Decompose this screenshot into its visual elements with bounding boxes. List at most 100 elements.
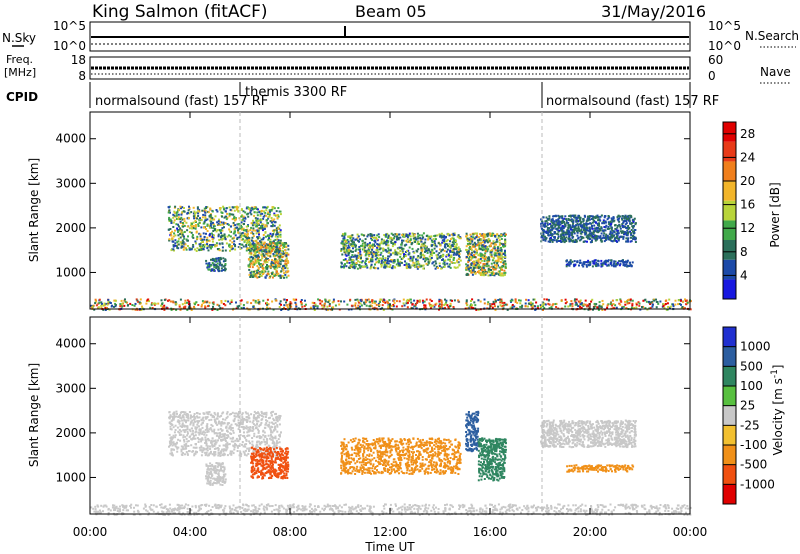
echo-cell [197,438,200,441]
echo-cell [272,206,275,209]
echo-cell [481,249,484,252]
echo-cell [251,245,254,247]
echo-cell [170,222,173,224]
echo-cell [278,257,281,260]
echo-cell [346,261,349,264]
echo-cell [258,233,260,236]
echo-cell [367,249,370,252]
echo-cell [272,308,275,311]
echo-cell [393,265,396,268]
cpid-strip: CPID normalsound (fast) 157 RF themis 33… [6,82,719,109]
echo-cell [195,301,198,304]
echo-cell [233,448,236,451]
echo-cell [209,217,212,220]
echo-cell [608,236,611,239]
echo-cell [313,302,316,305]
echo-cell [641,306,643,308]
echo-cell [604,229,607,232]
echo-cell [173,232,176,235]
echo-cell [600,259,603,262]
echo-cell [406,306,409,309]
echo-cell [417,240,420,243]
echo-cell [186,428,189,431]
echo-cell [188,231,191,233]
echo-cell [205,232,207,235]
echo-cell [242,304,245,306]
echo-cell [283,244,286,247]
echo-cell [238,243,241,245]
echo-cell [264,224,267,227]
echo-cell [393,235,396,238]
echo-cell [181,218,184,221]
echo-cell [275,243,278,246]
echo-cell [250,213,253,216]
echo-cell [102,304,105,307]
colorbar-segment [723,141,736,162]
echo-cell [324,298,327,301]
echo-cell [405,262,408,265]
echo-cell [589,230,592,233]
echo-cell [246,447,249,450]
echo-cell [593,306,595,309]
echo-cell [361,244,363,247]
echo-cell [210,244,213,246]
echo-cell [590,222,593,225]
echo-cell [607,221,610,224]
echo-cell [624,225,627,228]
echo-cell [121,302,124,305]
echo-cell [261,255,264,257]
echo-cell [423,300,426,303]
echo-cell [100,301,103,304]
echo-cell [481,245,483,248]
echo-cell [344,240,347,243]
echo-cell [113,299,116,302]
echo-cell [561,215,564,218]
echo-cell [491,306,494,309]
echo-cell [565,231,568,234]
echo-cell [484,258,487,261]
echo-cell [254,244,257,247]
echo-cell [202,209,205,212]
echo-cell [401,257,404,260]
echo-cell [668,298,671,301]
echo-cell [359,266,362,269]
echo-cell [245,207,248,210]
echo-cell [499,301,502,304]
echo-cell [395,233,398,236]
echo-cell [571,305,574,308]
echo-cell [394,243,396,246]
echo-cell [448,265,451,268]
echo-cell [599,219,602,222]
echo-cell [138,301,141,304]
echo-cell [272,446,274,449]
echo-cell [359,250,362,253]
echo-cell [413,262,416,265]
echo-cell [177,438,180,441]
echo-cell [399,253,402,256]
echo-cell [177,230,180,233]
echo-cell [580,302,583,305]
echo-cell [183,217,186,220]
echo-cell [276,266,279,269]
echo-cell [172,244,175,247]
echo-cell [590,215,593,218]
echo-cell [591,218,593,220]
echo-cell [549,229,552,232]
echo-cell [177,243,180,246]
echo-cell [593,220,596,223]
echo-cell [626,229,629,232]
echo-cell [626,226,629,229]
echo-cell [344,258,347,261]
echo-cell [224,268,227,271]
echo-cell [375,237,378,239]
echo-cell [601,222,604,225]
echo-cell [471,298,474,301]
echo-cell [404,260,406,263]
echo-cell [405,263,408,266]
echo-cell [220,263,223,266]
echo-cell [280,258,283,261]
echo-cell [168,416,171,419]
echo-cell [279,260,282,263]
echo-cell [196,206,199,209]
echo-cell [252,240,255,242]
